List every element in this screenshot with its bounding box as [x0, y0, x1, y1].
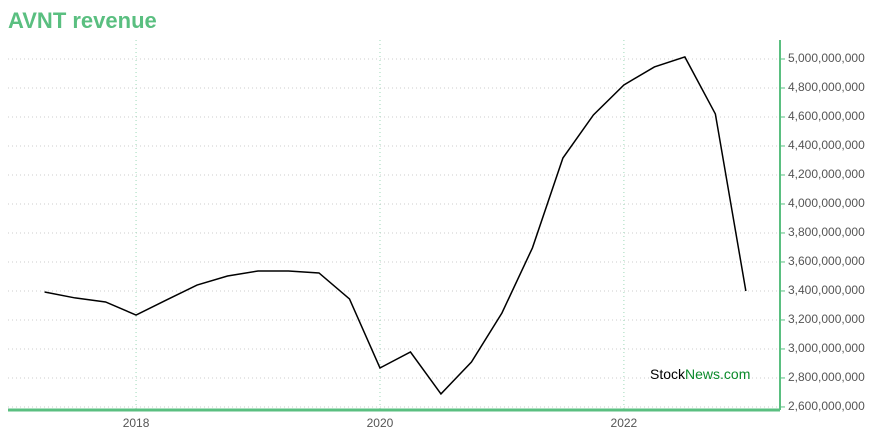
x-tick-label: 2020 [367, 416, 394, 430]
chart-title: AVNT revenue [8, 8, 157, 33]
line [44, 56, 747, 396]
x-tick-label: 2022 [611, 416, 638, 430]
watermark-part: News.com [685, 366, 750, 382]
y-tick-label: 5,000,000,000 [788, 51, 865, 65]
y-tick-label: 2,800,000,000 [788, 370, 865, 384]
y-tick-label: 4,600,000,000 [788, 109, 865, 123]
y-tick-label: 4,400,000,000 [788, 138, 865, 152]
y-tick-label: 3,200,000,000 [788, 312, 865, 326]
y-tick-label: 4,000,000,000 [788, 196, 865, 210]
y-tick-label: 3,000,000,000 [788, 341, 865, 355]
watermark-part: Stock [650, 366, 686, 382]
y-tick-label: 3,600,000,000 [788, 254, 865, 268]
y-tick-label: 2,600,000,000 [788, 399, 865, 413]
watermark: StockNews.com [650, 366, 750, 382]
y-tick-label: 4,200,000,000 [788, 167, 865, 181]
y-tick-label: 4,800,000,000 [788, 80, 865, 94]
y-tick-label: 3,400,000,000 [788, 283, 865, 297]
x-tick-label: 2018 [123, 416, 150, 430]
y-tick-label: 3,800,000,000 [788, 225, 865, 239]
